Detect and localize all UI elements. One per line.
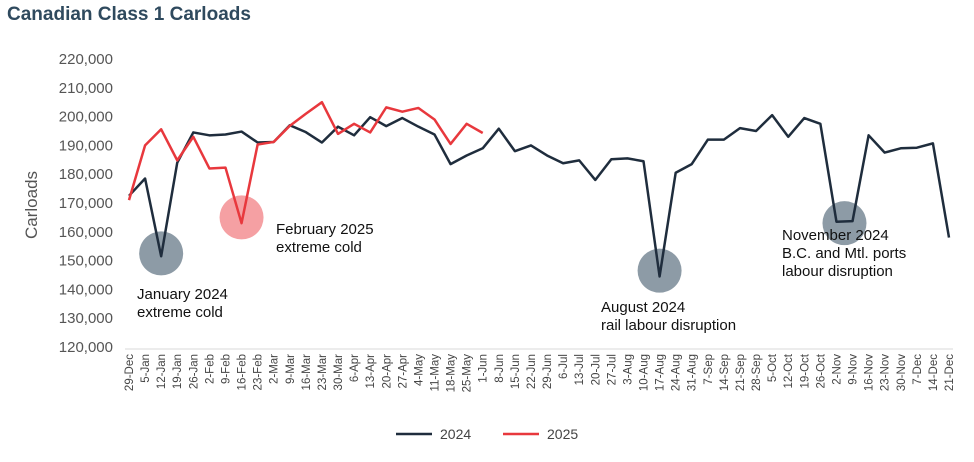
x-tick-label: 13-Apr (365, 354, 377, 389)
x-tick-label: 12-Oct (783, 353, 795, 388)
x-tick-label: 13-Jul (574, 354, 586, 385)
annotation-text: extreme cold (137, 304, 223, 321)
annotation-text: January 2024 (137, 286, 228, 303)
x-tick-label: 21-Dec (944, 354, 956, 391)
x-tick-label: 9-Nov (848, 354, 860, 385)
y-tick-label: 190,000 (59, 137, 113, 154)
x-tick-label: 30-Nov (896, 354, 908, 391)
x-tick-label: 14-Sep (719, 354, 731, 391)
y-tick-label: 180,000 (59, 166, 113, 183)
annotation-circle (822, 201, 867, 246)
x-tick-label: 1-Jun (478, 354, 490, 383)
x-tick-label: 23-Nov (880, 354, 892, 391)
legend-label-2024: 2024 (440, 426, 471, 442)
annotation-circles (139, 195, 867, 293)
x-tick-label: 27-Apr (397, 354, 409, 389)
x-tick-label: 6-Apr (349, 354, 361, 382)
x-tick-label: 15-Jun (510, 354, 522, 389)
x-tick-label: 27-Jul (606, 354, 618, 385)
x-tick-label: 16-Feb (237, 354, 249, 390)
x-tick-label: 9-Mar (285, 354, 297, 384)
x-tick-label: 21-Sep (735, 354, 747, 391)
x-tick-label: 11-May (429, 354, 441, 392)
x-tick-label: 26-Jan (188, 354, 200, 389)
series-line-2025 (127, 100, 484, 225)
x-tick-label: 22-Jun (526, 354, 538, 389)
x-tick-label: 16-Mar (301, 354, 313, 391)
y-tick-label: 210,000 (59, 80, 113, 97)
x-tick-label: 26-Oct (815, 353, 827, 388)
y-tick-label: 160,000 (59, 224, 113, 241)
x-tick-label: 3-Aug (622, 354, 634, 385)
x-tick-label: 20-Jul (590, 354, 602, 385)
x-tick-label: 6-Jul (558, 354, 570, 379)
x-tick-label: 25-May (462, 354, 474, 393)
legend-label-2025: 2025 (547, 426, 578, 442)
y-tick-label: 170,000 (59, 195, 113, 212)
y-axis-ticks: 120,000 130,000 140,000 150,000 160,000 170,0… (59, 51, 113, 356)
x-tick-label: 4-May (413, 354, 425, 386)
x-tick-label: 8-Jun (494, 354, 506, 383)
x-tick-label: 2-Feb (204, 354, 216, 384)
chart-title: Canadian Class 1 Carloads (7, 4, 251, 25)
x-tick-label: 7-Dec (912, 354, 924, 385)
x-tick-label: 16-Nov (864, 354, 876, 391)
x-tick-label: 31-Aug (687, 354, 699, 391)
x-tick-label: 12-Jan (156, 354, 168, 389)
x-tick-label: 10-Aug (639, 354, 651, 391)
annotation-text: rail labour disruption (601, 317, 736, 334)
x-tick-label: 29-Jun (542, 354, 554, 389)
annotation-text: February 2025 (276, 221, 374, 238)
x-tick-label: 5-Jan (140, 354, 152, 383)
x-tick-label: 30-Mar (333, 354, 345, 391)
x-tick-label: 14-Dec (928, 354, 940, 391)
legend: 2024 2025 (396, 426, 578, 442)
y-tick-label: 200,000 (59, 109, 113, 126)
x-tick-label: 29-Dec (124, 354, 136, 391)
x-tick-label: 23-Feb (253, 354, 265, 390)
x-tick-label: 19-Jan (172, 354, 184, 389)
x-tick-label: 20-Apr (381, 354, 393, 389)
y-axis-title: Carloads (22, 171, 41, 239)
y-tick-label: 130,000 (59, 310, 113, 327)
x-tick-label: 7-Sep (703, 354, 715, 385)
x-tick-label: 28-Sep (751, 354, 763, 391)
x-tick-label: 2-Nov (831, 354, 843, 385)
x-tick-label: 9-Feb (220, 354, 232, 384)
annotation-text: B.C. and Mtl. ports (782, 245, 906, 262)
y-tick-label: 120,000 (59, 339, 113, 356)
y-tick-label: 140,000 (59, 281, 113, 298)
annotation-text: August 2024 (601, 299, 685, 316)
annotation-text: November 2024 (782, 227, 889, 244)
x-tick-label: 18-May (446, 354, 458, 393)
x-tick-label: 17-Aug (655, 354, 667, 391)
y-tick-label: 220,000 (59, 51, 113, 68)
y-tick-label: 150,000 (59, 253, 113, 270)
x-tick-label: 2-Mar (269, 354, 281, 384)
series-lines (127, 100, 951, 278)
x-tick-label: 23-Mar (317, 354, 329, 391)
x-axis-ticks: 29-Dec 5-Jan 12-Jan 19-Jan 26-Jan 2-Feb 9-Feb 1… (124, 353, 956, 392)
annotation-text: labour disruption (782, 263, 893, 280)
x-tick-label: 24-Aug (671, 354, 683, 391)
annotation-text: extreme cold (276, 239, 362, 256)
x-tick-label: 19-Oct (799, 353, 811, 388)
x-tick-label: 5-Oct (767, 353, 779, 382)
